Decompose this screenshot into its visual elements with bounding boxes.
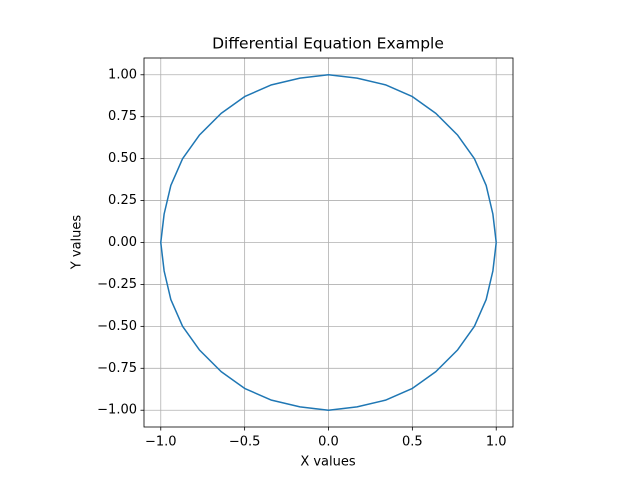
y-tick-label: 0.25 (108, 193, 137, 208)
y-tick-label: −0.75 (97, 361, 137, 376)
y-tick-label: −0.25 (97, 277, 137, 292)
x-tick-label: 0.0 (318, 435, 339, 450)
x-tick-label: −0.5 (229, 435, 261, 450)
y-tick-label: −0.50 (97, 319, 137, 334)
x-tick-label: 1.0 (486, 435, 507, 450)
data-line (160, 74, 497, 411)
x-axis-label: X values (300, 455, 356, 470)
y-tick-label: 0.00 (108, 235, 137, 250)
y-tick-label: 0.75 (108, 109, 137, 124)
x-tick-label: 0.5 (402, 435, 423, 450)
y-tick-label: −1.00 (97, 403, 137, 418)
plot-frame (143, 57, 514, 428)
y-tick-label: 1.00 (108, 67, 137, 82)
y-axis-label: Y values (70, 215, 85, 271)
chart-title: Differential Equation Example (212, 35, 444, 53)
y-tick-label: 0.50 (108, 151, 137, 166)
x-tick-label: −1.0 (145, 435, 177, 450)
